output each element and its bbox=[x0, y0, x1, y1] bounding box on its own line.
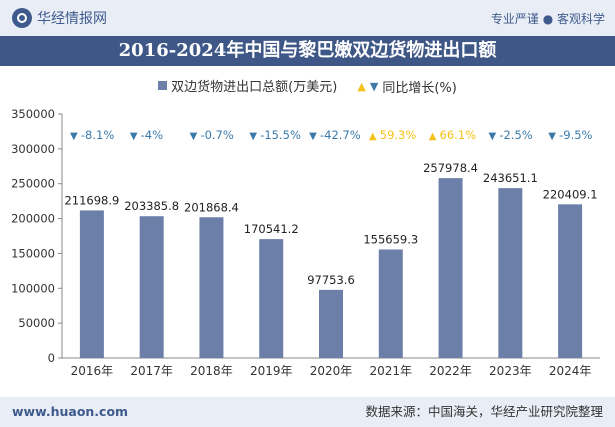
bar-value-label: 201868.4 bbox=[184, 200, 239, 214]
growth-up-icon: ▲ bbox=[429, 131, 437, 142]
x-tick-label: 2020年 bbox=[310, 364, 353, 378]
growth-label: -9.5% bbox=[559, 128, 592, 142]
bar bbox=[498, 188, 523, 358]
growth-down-icon: ▼ bbox=[130, 131, 138, 142]
bar bbox=[259, 239, 284, 358]
chart-title: 2016-2024年中国与黎巴嫩双边货物进出口额 bbox=[0, 36, 615, 66]
y-tick-label: 0 bbox=[48, 351, 55, 365]
legend-label-total: 双边货物进出口总额(万美元) bbox=[171, 80, 338, 95]
growth-label: -42.7% bbox=[320, 128, 361, 142]
y-tick-label: 100000 bbox=[11, 281, 55, 295]
bar-value-label: 97753.6 bbox=[307, 273, 355, 287]
legend-item-total: 双边货物进出口总额(万美元) bbox=[158, 76, 337, 95]
x-tick-label: 2021年 bbox=[370, 364, 413, 378]
bar bbox=[139, 216, 164, 358]
x-tick-label: 2017年 bbox=[130, 364, 173, 378]
bar-value-label: 243651.1 bbox=[483, 171, 538, 185]
bar-value-label: 220409.1 bbox=[543, 187, 598, 201]
bar bbox=[79, 210, 104, 358]
bar bbox=[378, 249, 403, 358]
slogan: 专业严谨 ● 客观科学 bbox=[490, 12, 605, 26]
x-tick-label: 2019年 bbox=[250, 364, 293, 378]
growth-label: -2.5% bbox=[499, 128, 532, 142]
y-tick-label: 150000 bbox=[11, 246, 55, 260]
growth-up-icon: ▲ bbox=[369, 131, 377, 142]
bar-value-label: 257978.4 bbox=[423, 161, 478, 175]
x-tick-label: 2024年 bbox=[549, 364, 592, 378]
footer-website: www.huaon.com bbox=[12, 404, 129, 419]
footer: www.huaon.com 数据来源：中国海关，华经产业研究院整理 bbox=[0, 397, 615, 427]
legend-item-growth: ▲ ▼ 同比增长(%) bbox=[357, 77, 456, 96]
legend-bar-swatch bbox=[158, 81, 168, 90]
bar-value-label: 203385.8 bbox=[124, 199, 179, 213]
y-tick-label: 250000 bbox=[11, 177, 55, 191]
legend: 双边货物进出口总额(万美元) ▲ ▼ 同比增长(%) bbox=[0, 76, 615, 96]
legend-label-growth: 同比增长(%) bbox=[382, 81, 457, 96]
growth-label: -0.7% bbox=[200, 128, 233, 142]
y-tick-label: 200000 bbox=[11, 212, 55, 226]
growth-label: 66.1% bbox=[440, 128, 477, 142]
growth-label: 59.3% bbox=[380, 128, 417, 142]
footer-source: 数据来源：中国海关，华经产业研究院整理 bbox=[365, 404, 603, 419]
growth-down-icon: ▼ bbox=[488, 131, 496, 142]
triangle-down-icon: ▼ bbox=[369, 80, 379, 93]
growth-down-icon: ▼ bbox=[249, 131, 257, 142]
top-bar: 华经情报网 专业严谨 ● 客观科学 bbox=[0, 0, 615, 36]
growth-down-icon: ▼ bbox=[190, 131, 198, 142]
bar bbox=[319, 289, 343, 358]
y-tick-label: 50000 bbox=[18, 316, 55, 330]
bar bbox=[438, 178, 463, 358]
bar bbox=[199, 217, 224, 358]
bar-value-label: 155659.3 bbox=[363, 232, 418, 246]
x-tick-label: 2016年 bbox=[71, 364, 114, 378]
x-tick-label: 2023年 bbox=[489, 364, 532, 378]
growth-label: -8.1% bbox=[81, 128, 114, 142]
brand: 华经情报网 bbox=[12, 8, 107, 28]
brand-name: 华经情报网 bbox=[37, 11, 107, 27]
huajing-logo-icon bbox=[12, 8, 32, 28]
bar-value-label: 170541.2 bbox=[244, 222, 299, 236]
bar-chart: 0 50000 100000 150000 200000 250000 300000 3500… bbox=[11, 107, 600, 378]
x-tick-label: 2018年 bbox=[190, 364, 233, 378]
bar bbox=[558, 204, 583, 358]
growth-down-icon: ▼ bbox=[309, 131, 317, 142]
growth-down-icon: ▼ bbox=[548, 131, 556, 142]
y-tick-label: 300000 bbox=[11, 142, 55, 156]
growth-label: -15.5% bbox=[260, 128, 301, 142]
plot-area: 0 50000 100000 150000 200000 250000 300000 3500… bbox=[11, 107, 600, 378]
x-tick-label: 2022年 bbox=[429, 364, 472, 378]
y-tick-label: 350000 bbox=[11, 107, 55, 121]
growth-down-icon: ▼ bbox=[70, 131, 78, 142]
bar-value-label: 211698.9 bbox=[64, 193, 119, 207]
growth-label: -4% bbox=[141, 128, 163, 142]
triangle-up-icon: ▲ bbox=[357, 80, 366, 93]
